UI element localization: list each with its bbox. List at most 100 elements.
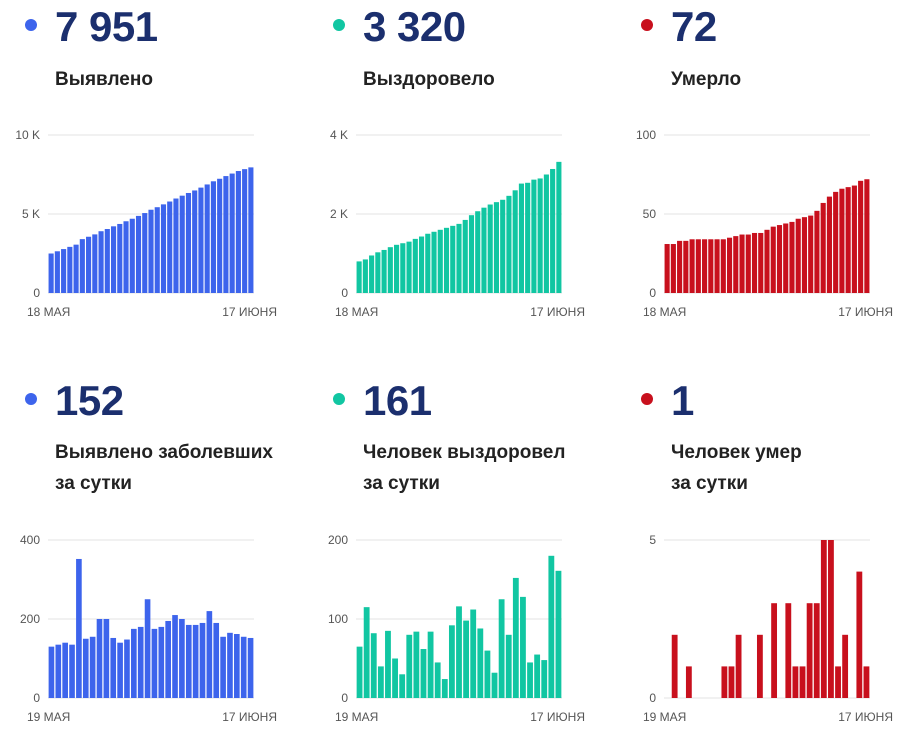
bar bbox=[721, 666, 728, 698]
bar bbox=[206, 611, 213, 698]
bar bbox=[173, 198, 179, 293]
bar bbox=[450, 225, 456, 293]
bar bbox=[412, 238, 418, 293]
bar bbox=[512, 190, 518, 293]
y-tick-label: 200 bbox=[328, 533, 348, 547]
bar bbox=[198, 187, 204, 293]
series-dot-icon bbox=[25, 393, 37, 405]
bar bbox=[751, 232, 758, 293]
bar bbox=[785, 603, 792, 698]
y-tick-label: 4 K bbox=[330, 128, 348, 142]
bar bbox=[764, 229, 770, 293]
bar bbox=[677, 240, 683, 293]
chart-daily-deaths: 0 5 19 МАЯ 17 ИЮНЯ bbox=[643, 533, 893, 724]
bar bbox=[96, 619, 103, 698]
bar bbox=[771, 603, 778, 698]
y-tick-label: 200 bbox=[20, 612, 40, 626]
bar bbox=[192, 190, 198, 293]
total-deaths-label: Умерло bbox=[671, 69, 742, 90]
bar bbox=[137, 626, 144, 698]
bar bbox=[247, 637, 254, 698]
bar bbox=[98, 231, 104, 293]
bar bbox=[456, 606, 462, 698]
bar bbox=[167, 201, 173, 293]
bar bbox=[685, 666, 692, 698]
bar bbox=[92, 234, 98, 293]
y-tick-label: 10 K bbox=[15, 128, 40, 142]
bar bbox=[671, 634, 678, 698]
x-tick-label: 19 МАЯ bbox=[643, 710, 686, 724]
bar bbox=[160, 204, 167, 293]
bar bbox=[124, 639, 130, 698]
bar bbox=[520, 596, 526, 698]
bar bbox=[534, 654, 541, 698]
bar bbox=[806, 603, 813, 698]
y-tick-label: 100 bbox=[328, 612, 348, 626]
bar bbox=[484, 650, 491, 698]
series-dot-icon bbox=[25, 19, 37, 31]
bar bbox=[456, 223, 462, 293]
y-tick-label: 50 bbox=[643, 207, 657, 221]
bar bbox=[48, 253, 54, 293]
bar bbox=[363, 607, 370, 698]
bar bbox=[185, 192, 192, 293]
bar bbox=[144, 599, 151, 698]
bar bbox=[204, 184, 210, 293]
bar bbox=[142, 213, 148, 293]
bar bbox=[448, 625, 455, 698]
bar bbox=[726, 237, 733, 293]
bar bbox=[770, 226, 776, 293]
bar bbox=[537, 178, 543, 293]
bar bbox=[179, 195, 185, 293]
bar bbox=[431, 231, 437, 293]
bar bbox=[828, 540, 834, 698]
bar bbox=[845, 187, 851, 293]
bar bbox=[863, 666, 870, 698]
bar bbox=[858, 180, 864, 293]
bar bbox=[556, 161, 562, 293]
bar bbox=[399, 674, 406, 698]
bar bbox=[487, 204, 493, 293]
bar bbox=[131, 628, 137, 698]
total-deaths-value: 72 bbox=[671, 3, 717, 50]
bar bbox=[543, 174, 549, 293]
bar bbox=[839, 188, 845, 293]
bar bbox=[733, 236, 739, 293]
daily-detected-label-line2: за сутки bbox=[55, 473, 132, 494]
bar bbox=[406, 634, 413, 698]
bar bbox=[362, 259, 368, 293]
bar bbox=[550, 168, 556, 293]
bar bbox=[418, 236, 425, 293]
bar bbox=[392, 658, 398, 698]
y-tick-label: 0 bbox=[341, 691, 348, 705]
x-tick-label: 19 МАЯ bbox=[335, 710, 378, 724]
x-tick-label: 18 МАЯ bbox=[27, 305, 70, 319]
bar bbox=[820, 202, 826, 293]
daily-deaths-label-line2: за сутки bbox=[671, 473, 748, 494]
bar bbox=[369, 255, 375, 293]
bar bbox=[406, 241, 412, 293]
bar bbox=[498, 599, 505, 698]
series-dot-icon bbox=[641, 19, 653, 31]
bar bbox=[104, 229, 110, 293]
bar bbox=[356, 261, 362, 293]
bar bbox=[708, 239, 714, 293]
bar bbox=[210, 181, 216, 293]
y-tick-label: 0 bbox=[649, 286, 656, 300]
total-recovered-label: Выздоровело bbox=[363, 69, 495, 90]
bar bbox=[220, 636, 226, 698]
x-tick-label: 17 ИЮНЯ bbox=[838, 710, 893, 724]
bar bbox=[89, 636, 96, 698]
bar bbox=[192, 624, 199, 698]
bar bbox=[425, 233, 431, 293]
bar bbox=[776, 225, 783, 293]
bar bbox=[799, 666, 806, 698]
bar bbox=[110, 226, 117, 293]
total-recovered-value: 3 320 bbox=[363, 3, 466, 50]
bar bbox=[864, 179, 870, 293]
bar bbox=[500, 199, 506, 293]
daily-recovered-label-line2: за сутки bbox=[363, 473, 440, 494]
x-tick-label: 17 ИЮНЯ bbox=[530, 710, 585, 724]
bar bbox=[555, 570, 562, 698]
bar bbox=[151, 628, 158, 698]
